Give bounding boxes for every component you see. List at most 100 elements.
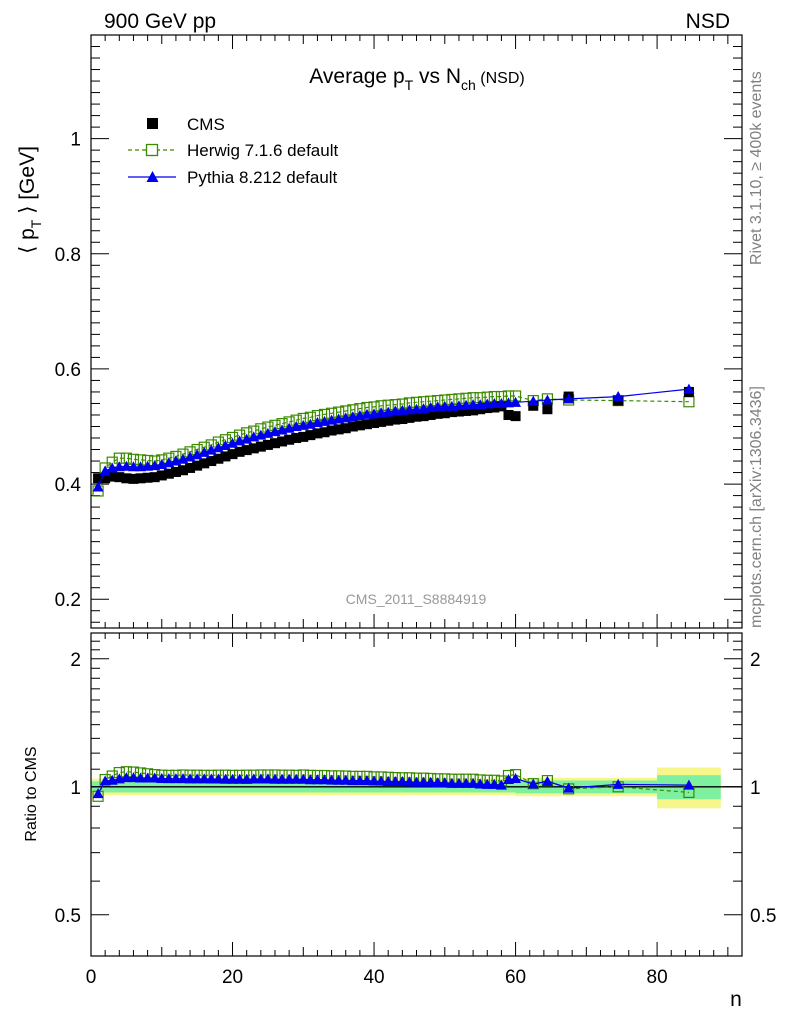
legend-cms-label: CMS <box>187 115 225 134</box>
cms-point <box>361 419 372 430</box>
pythia-point <box>488 397 500 408</box>
pythia-point <box>120 460 132 471</box>
main-plot-marks <box>92 383 695 497</box>
cms-point <box>128 473 139 484</box>
title-sub-nch: ch <box>461 77 476 93</box>
pythia-point <box>255 773 267 784</box>
cms-point <box>291 433 302 444</box>
pythia-point <box>234 773 246 784</box>
cms-point <box>269 438 280 449</box>
x-tick-label: 80 <box>647 967 668 988</box>
pythia-point <box>311 774 323 785</box>
pythia-point <box>219 773 231 784</box>
pythia-point <box>333 774 345 785</box>
cms-point <box>468 405 479 416</box>
pythia-point <box>467 777 479 788</box>
ratio-axes: 0 20 40 60 80 0.5 0.5 1 1 2 2 <box>55 632 776 988</box>
cms-point <box>347 421 358 432</box>
y-tick-label: 1 <box>70 130 81 151</box>
cms-point <box>234 446 245 457</box>
pythia-point <box>541 394 553 405</box>
pythia-point <box>425 776 437 787</box>
x-tick-label: 0 <box>86 967 97 988</box>
pythia-point <box>495 779 507 790</box>
cms-point <box>439 408 450 419</box>
cms-point <box>305 430 316 441</box>
ratio-y-tick-label: 2 <box>70 650 81 671</box>
pythia-point <box>683 779 695 790</box>
x-tick-label: 60 <box>505 967 526 988</box>
cms-point <box>542 404 553 415</box>
cms-point <box>199 458 210 469</box>
ylabel-post: ⟩ [GeV] <box>16 146 39 220</box>
pythia-point <box>142 772 154 783</box>
cms-point <box>114 472 125 483</box>
pythia-point <box>563 393 575 404</box>
cms-point <box>93 473 104 484</box>
pythia-point <box>612 391 624 402</box>
cms-point <box>528 400 539 411</box>
legend-pythia-label: Pythia 8.212 default <box>187 168 338 187</box>
pythia-point <box>163 773 175 784</box>
cms-point <box>425 409 436 420</box>
legend-cms-marker <box>147 118 158 129</box>
pythia-point <box>453 777 465 788</box>
pythia-point <box>510 396 522 407</box>
pythia-point <box>446 777 458 788</box>
pythia-point <box>474 778 486 789</box>
pythia-point <box>563 782 575 793</box>
cms-point <box>220 451 231 462</box>
pythia-point <box>170 773 182 784</box>
y-tick-label: 0.2 <box>55 590 81 611</box>
title-sub-pt: T <box>405 77 414 93</box>
pythia-point <box>326 774 338 785</box>
cms-point <box>185 462 196 473</box>
cms-point <box>248 443 259 454</box>
ylabel-pre: ⟨ p <box>16 228 39 254</box>
pythia-point <box>297 773 309 784</box>
cms-point <box>404 412 415 423</box>
legend: CMS Herwig 7.1.6 default Pythia 8.212 de… <box>128 115 338 187</box>
cms-point <box>277 436 288 447</box>
cms-point <box>262 439 273 450</box>
cms-point <box>376 416 387 427</box>
rivet-version-label: Rivet 3.1.10, ≥ 400k events <box>748 71 765 265</box>
analysis-watermark: CMS_2011_S8884919 <box>346 591 487 607</box>
pythia-point <box>432 777 444 788</box>
title-suffix: (NSD) <box>476 70 525 87</box>
legend-pythia-marker <box>146 171 159 182</box>
pythia-point <box>467 399 479 410</box>
pythia-point <box>396 776 408 787</box>
ratio-y-tick-label-right: 0.5 <box>750 906 776 927</box>
legend-herwig-marker <box>145 143 159 157</box>
cms-point <box>319 427 330 438</box>
cms-point <box>510 411 521 422</box>
pythia-point <box>418 776 430 787</box>
ylabel-sub: T <box>28 219 44 228</box>
pythia-point <box>527 778 539 789</box>
cms-point <box>227 449 238 460</box>
pythia-point <box>99 465 111 476</box>
header-left: 900 GeV pp <box>104 10 216 33</box>
pythia-point <box>227 773 239 784</box>
pythia-point <box>481 778 493 789</box>
ratio-y-tick-label: 1 <box>70 778 81 799</box>
pythia-point <box>241 773 253 784</box>
title-main: Average p <box>309 65 404 88</box>
pythia-point <box>248 773 260 784</box>
y-tick-label: 0.8 <box>55 245 81 266</box>
pythia-point <box>269 773 281 784</box>
pythia-point <box>262 773 274 784</box>
cms-point <box>453 406 464 417</box>
cms-point <box>340 423 351 434</box>
cms-point <box>107 471 118 482</box>
x-tick-label: 20 <box>222 967 243 988</box>
cms-point <box>163 468 174 479</box>
pythia-point <box>127 772 139 783</box>
pythia-point <box>411 776 422 787</box>
pythia-point <box>683 383 695 394</box>
cms-point <box>411 411 422 422</box>
cms-point <box>503 409 514 420</box>
cms-point <box>241 445 252 456</box>
pythia-point <box>212 773 224 784</box>
